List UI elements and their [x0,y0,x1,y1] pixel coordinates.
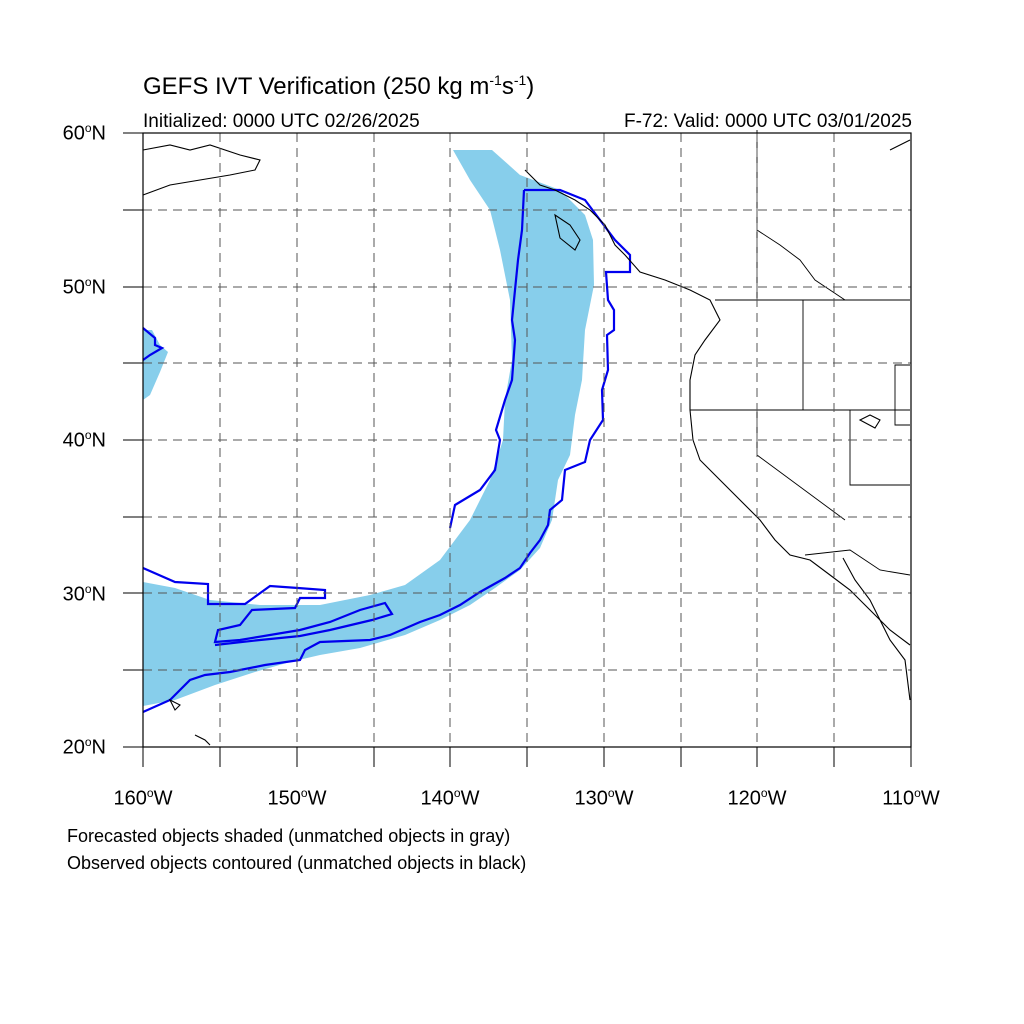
lon-label-110w: 110oW [882,786,940,810]
lon-label-160w: 160oW [113,786,173,810]
valid-time-label: F-72: Valid: 0000 UTC 03/01/2025 [624,111,912,132]
lat-label-60n: 60oN [62,121,106,145]
lon-label-120w: 120oW [727,786,787,810]
lon-label-130w: 130oW [574,786,634,810]
observed-note: Observed objects contoured (unmatched ob… [67,853,527,873]
observed-object-west [142,327,165,361]
map-title: GEFS IVT Verification (250 kg m-1s-1) [143,72,535,100]
lat-lon-grid [143,133,911,747]
coastlines [142,139,911,746]
lat-label-40n: 40oN [62,428,106,452]
lon-label-140w: 140oW [420,786,480,810]
lat-ticks [123,132,143,748]
forecast-note: Forecasted objects shaded (unmatched obj… [67,826,511,846]
lat-label-30n: 30oN [62,582,106,606]
lat-label-20n: 20oN [62,735,106,759]
forecast-object [143,150,594,706]
lon-ticks [142,747,912,767]
init-time-label: Initialized: 0000 UTC 02/26/2025 [143,111,420,132]
political-borders [690,130,911,576]
lat-label-50n: 50oN [62,275,106,299]
lon-label-150w: 150oW [267,786,327,810]
